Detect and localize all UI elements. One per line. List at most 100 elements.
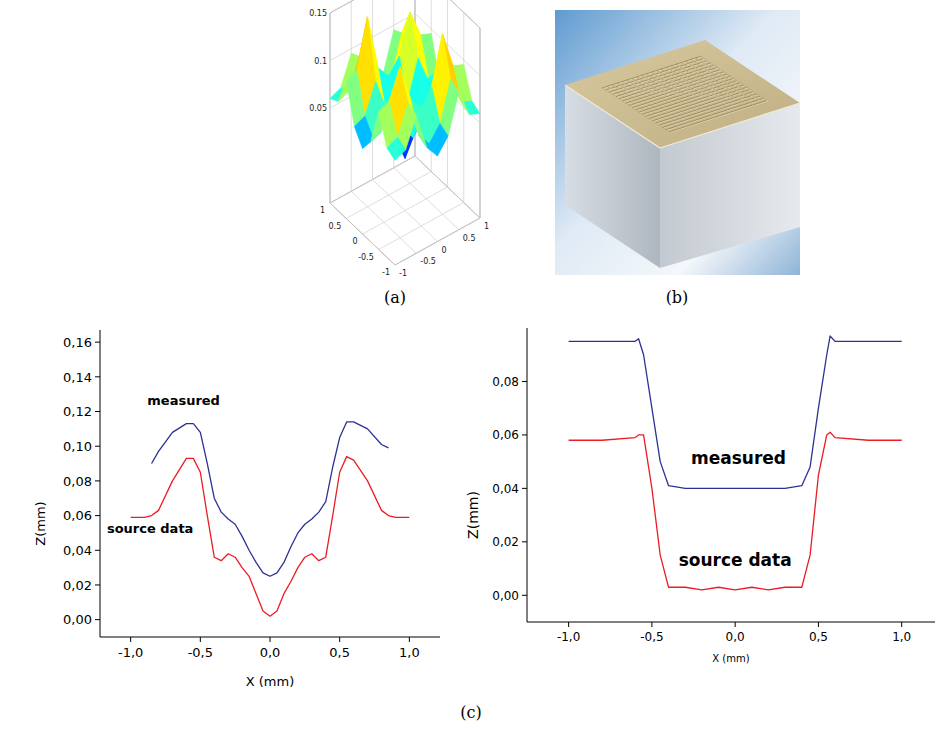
groove <box>691 60 758 104</box>
figure: 0.050.10.15-1-0.500.51-1-0.500.51-1,0-0,… <box>0 0 942 729</box>
y-tick <box>95 584 100 585</box>
y-tick-label: 0,04 <box>492 482 519 496</box>
y-tick-label: 0,16 <box>63 335 92 350</box>
y-tick <box>95 446 100 447</box>
y-tick <box>522 541 527 542</box>
surface-cell <box>387 137 406 160</box>
surface-cell <box>346 70 365 126</box>
y-tick <box>95 342 100 343</box>
line-chart: -1,0-0,50,00,51,00,000,020,040,060,080,1… <box>33 330 440 689</box>
y-tick <box>95 550 100 551</box>
block-top <box>565 40 800 148</box>
y-tick <box>522 488 527 489</box>
tick-label: 0 <box>352 237 357 246</box>
series-line <box>569 336 902 488</box>
groove <box>686 61 753 105</box>
y-tick-label: 0,08 <box>492 375 519 389</box>
y-tick <box>522 595 527 596</box>
tick-label: -0.5 <box>358 253 374 262</box>
panel-label: (b) <box>666 288 689 307</box>
y-tick <box>95 411 100 412</box>
y-axis <box>100 330 101 637</box>
x-tick <box>568 622 569 627</box>
tick-label: -1 <box>382 268 390 277</box>
y-tick <box>95 376 100 377</box>
series-line <box>131 457 410 617</box>
tick-label: 0.5 <box>329 222 342 231</box>
groove-light <box>692 60 759 104</box>
annotation: measured <box>147 393 220 408</box>
x-tick <box>901 622 902 627</box>
tick-label: 1 <box>320 206 325 215</box>
y-axis-title: Z(mm) <box>465 491 481 539</box>
edge <box>660 103 800 148</box>
photo <box>555 10 800 275</box>
tick-label: 0.1 <box>314 57 327 66</box>
grid-line <box>480 28 481 218</box>
y-tick-label: 0,14 <box>63 370 92 385</box>
x-tick <box>270 637 271 642</box>
y-axis-title: Z(mm) <box>33 501 48 545</box>
x-tick-label: 0,5 <box>329 645 350 660</box>
axis-line <box>330 13 331 203</box>
groove <box>666 98 764 129</box>
x-tick <box>130 637 131 642</box>
axis-line <box>480 28 481 218</box>
surface <box>330 12 480 160</box>
annotation: measured <box>691 448 786 468</box>
tick-label: 0.5 <box>463 234 476 243</box>
x-tick-label: -0,5 <box>640 630 663 644</box>
x-tick-label: -0,5 <box>188 645 213 660</box>
grid-line <box>373 180 438 242</box>
y-axis <box>527 328 528 622</box>
x-tick-label: 0,0 <box>260 645 281 660</box>
tick-label: -0.5 <box>420 257 436 266</box>
x-tick-label: 0,0 <box>726 630 745 644</box>
x-tick-label: -1,0 <box>557 630 580 644</box>
groove <box>696 58 763 102</box>
x-axis-title: X (mm) <box>712 653 749 664</box>
surface-chart: 0.050.10.15-1-0.500.51-1-0.500.51 <box>309 0 489 278</box>
y-tick-label: 0,02 <box>492 535 519 549</box>
grid-line <box>330 13 331 203</box>
groove-light <box>663 97 761 129</box>
x-tick-label: 1,0 <box>399 645 420 660</box>
x-axis <box>527 622 935 623</box>
groove <box>662 96 760 128</box>
grid-line <box>351 191 416 253</box>
line-chart: -1,0 -0,5 0,0 0,5 1,0 0,00 0,02 0,04 0,06 0,08 X (… <box>465 328 935 664</box>
x-tick-label: 0,5 <box>809 630 828 644</box>
y-tick-label: 0,00 <box>63 612 92 627</box>
y-tick-label: 0,12 <box>63 404 92 419</box>
tick-label: 0.15 <box>309 9 327 18</box>
y-tick-label: 0,06 <box>63 508 92 523</box>
x-tick <box>735 622 736 627</box>
plot-area <box>569 336 902 590</box>
series-line <box>152 422 389 576</box>
x-tick <box>200 637 201 642</box>
x-tick-label: 1,0 <box>892 630 911 644</box>
groove-light <box>667 99 765 131</box>
panel-label: (c) <box>460 703 481 722</box>
groove-light <box>697 59 764 103</box>
y-tick <box>95 619 100 620</box>
photo-background <box>555 10 800 275</box>
y-tick <box>95 515 100 516</box>
y-tick-label: 0,06 <box>492 428 519 442</box>
panel-label: (a) <box>384 288 406 307</box>
y-tick-label: 0,00 <box>492 589 519 603</box>
x-tick <box>409 637 410 642</box>
x-tick-label: -1,0 <box>118 645 143 660</box>
edge <box>565 85 660 148</box>
surface-cell <box>354 116 373 149</box>
grid-line <box>394 168 459 230</box>
y-tick <box>95 480 100 481</box>
y-tick-label: 0,08 <box>63 474 92 489</box>
y-tick <box>522 381 527 382</box>
tick-label: -1 <box>399 269 407 278</box>
series-line <box>569 432 902 590</box>
x-tick <box>818 622 819 627</box>
groove-light <box>701 57 768 101</box>
groove <box>669 100 767 131</box>
grid-line <box>463 13 464 203</box>
